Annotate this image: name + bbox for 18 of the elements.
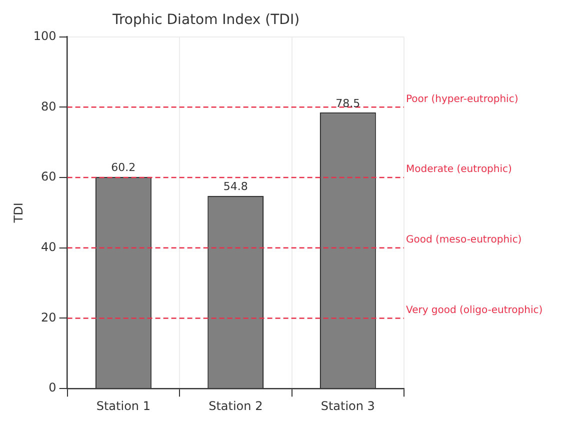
- x-tick-label: Station 2: [208, 398, 263, 413]
- ref-line-label: Moderate (eutrophic): [406, 164, 512, 176]
- y-tick-label: 60: [41, 170, 56, 184]
- data-label: 78.5: [336, 96, 360, 110]
- y-tick-label: 100: [33, 28, 56, 43]
- data-label: 54.8: [223, 180, 248, 194]
- ref-line-label: Good (meso-eutrophic): [406, 234, 522, 246]
- y-axis-title: TDI: [11, 202, 26, 224]
- chart-title: Trophic Diatom Index (TDI): [111, 12, 300, 28]
- y-tick-label: 20: [41, 310, 56, 324]
- x-tick-label: Station 1: [96, 398, 150, 413]
- y-tick-label: 40: [41, 240, 56, 254]
- ref-line-label: Very good (oligo-eutrophic): [406, 304, 543, 316]
- x-tick-label: Station 3: [320, 398, 375, 413]
- y-tick-label: 80: [41, 99, 56, 114]
- ref-line-label: Poor (hyper-eutrophic): [406, 94, 518, 105]
- y-tick-label: 0: [48, 380, 56, 395]
- data-label: 60.2: [111, 161, 136, 174]
